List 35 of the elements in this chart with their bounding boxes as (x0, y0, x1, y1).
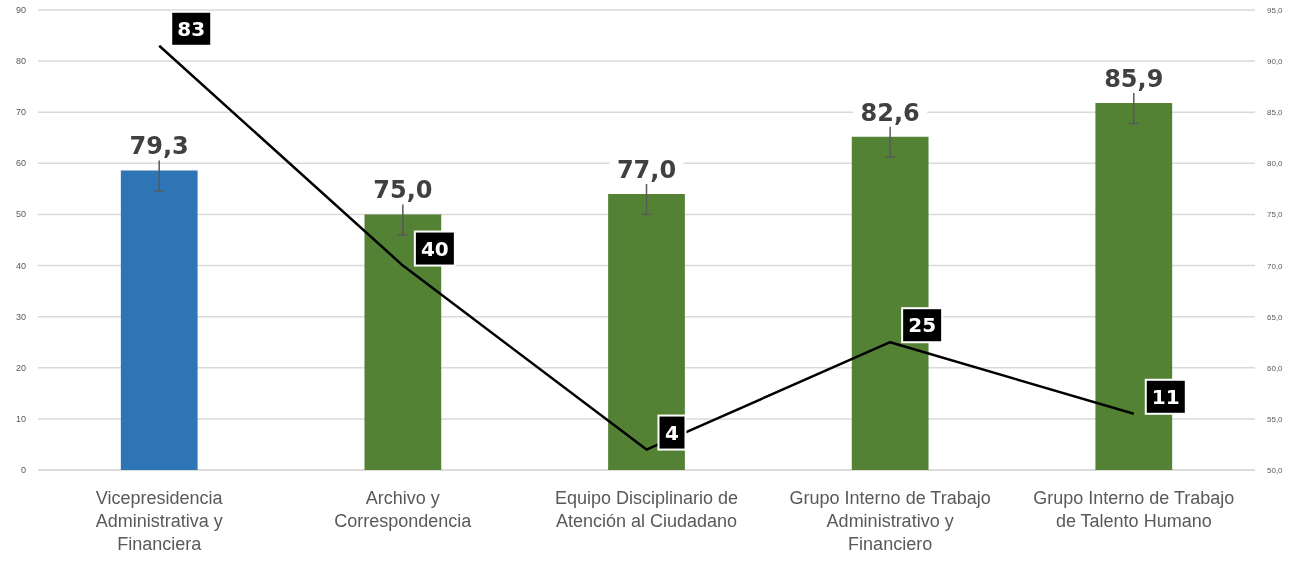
y-tick-label: 40 (15, 260, 26, 271)
data-label: 75,0 (373, 176, 433, 205)
x-tick-label: Grupo Interno de Trabajo de Talento Humano (1033, 488, 1235, 531)
y2-tick-label: 95,0 (1267, 6, 1284, 15)
x-tick-label: Equipo Disciplinario de Atención al Ciudadano (554, 488, 739, 531)
data-label: 85,9 (1104, 65, 1164, 94)
y-tick-label: 20 (15, 362, 26, 373)
y-tick-label: 60 (15, 158, 26, 169)
data-label: 11 (1151, 384, 1180, 409)
y2-tick-label: 85,0 (1267, 108, 1284, 118)
data-label: 4 (665, 420, 679, 445)
y-tick-label: 0 (20, 465, 26, 475)
data-label: 25 (908, 313, 937, 338)
y2-tick-label: 70,0 (1267, 261, 1284, 271)
y-tick-label: 30 (15, 311, 26, 322)
y-tick-label: 80 (15, 56, 26, 67)
y-tick-label: 50 (15, 209, 26, 220)
y-tick-label: 90 (15, 5, 26, 15)
y2-tick-label: 80,0 (1267, 159, 1284, 169)
data-label: 83 (177, 16, 206, 41)
x-tick-label: Vicepresidencia Administrativa y Financiera (95, 488, 224, 554)
data-label: 82,6 (860, 98, 920, 127)
y2-tick-label: 60,0 (1267, 363, 1284, 373)
data-label: 40 (420, 236, 449, 261)
data-label: 77,0 (616, 156, 677, 184)
x-tick-label: Archivo y Correspondencia (334, 488, 473, 531)
y-tick-label: 70 (15, 107, 26, 118)
data-label: 79,3 (129, 132, 189, 161)
y2-tick-label: 55,0 (1267, 414, 1284, 424)
x-tick-label: Grupo Interno de Trabajo Administrativo y Financiero (789, 488, 991, 554)
y2-tick-label: 75,0 (1267, 210, 1284, 220)
y2-tick-label: 50,0 (1267, 466, 1284, 475)
y-tick-label: 10 (15, 413, 26, 424)
y2-tick-label: 65,0 (1267, 312, 1284, 322)
y2-tick-label: 90,0 (1267, 57, 1284, 67)
